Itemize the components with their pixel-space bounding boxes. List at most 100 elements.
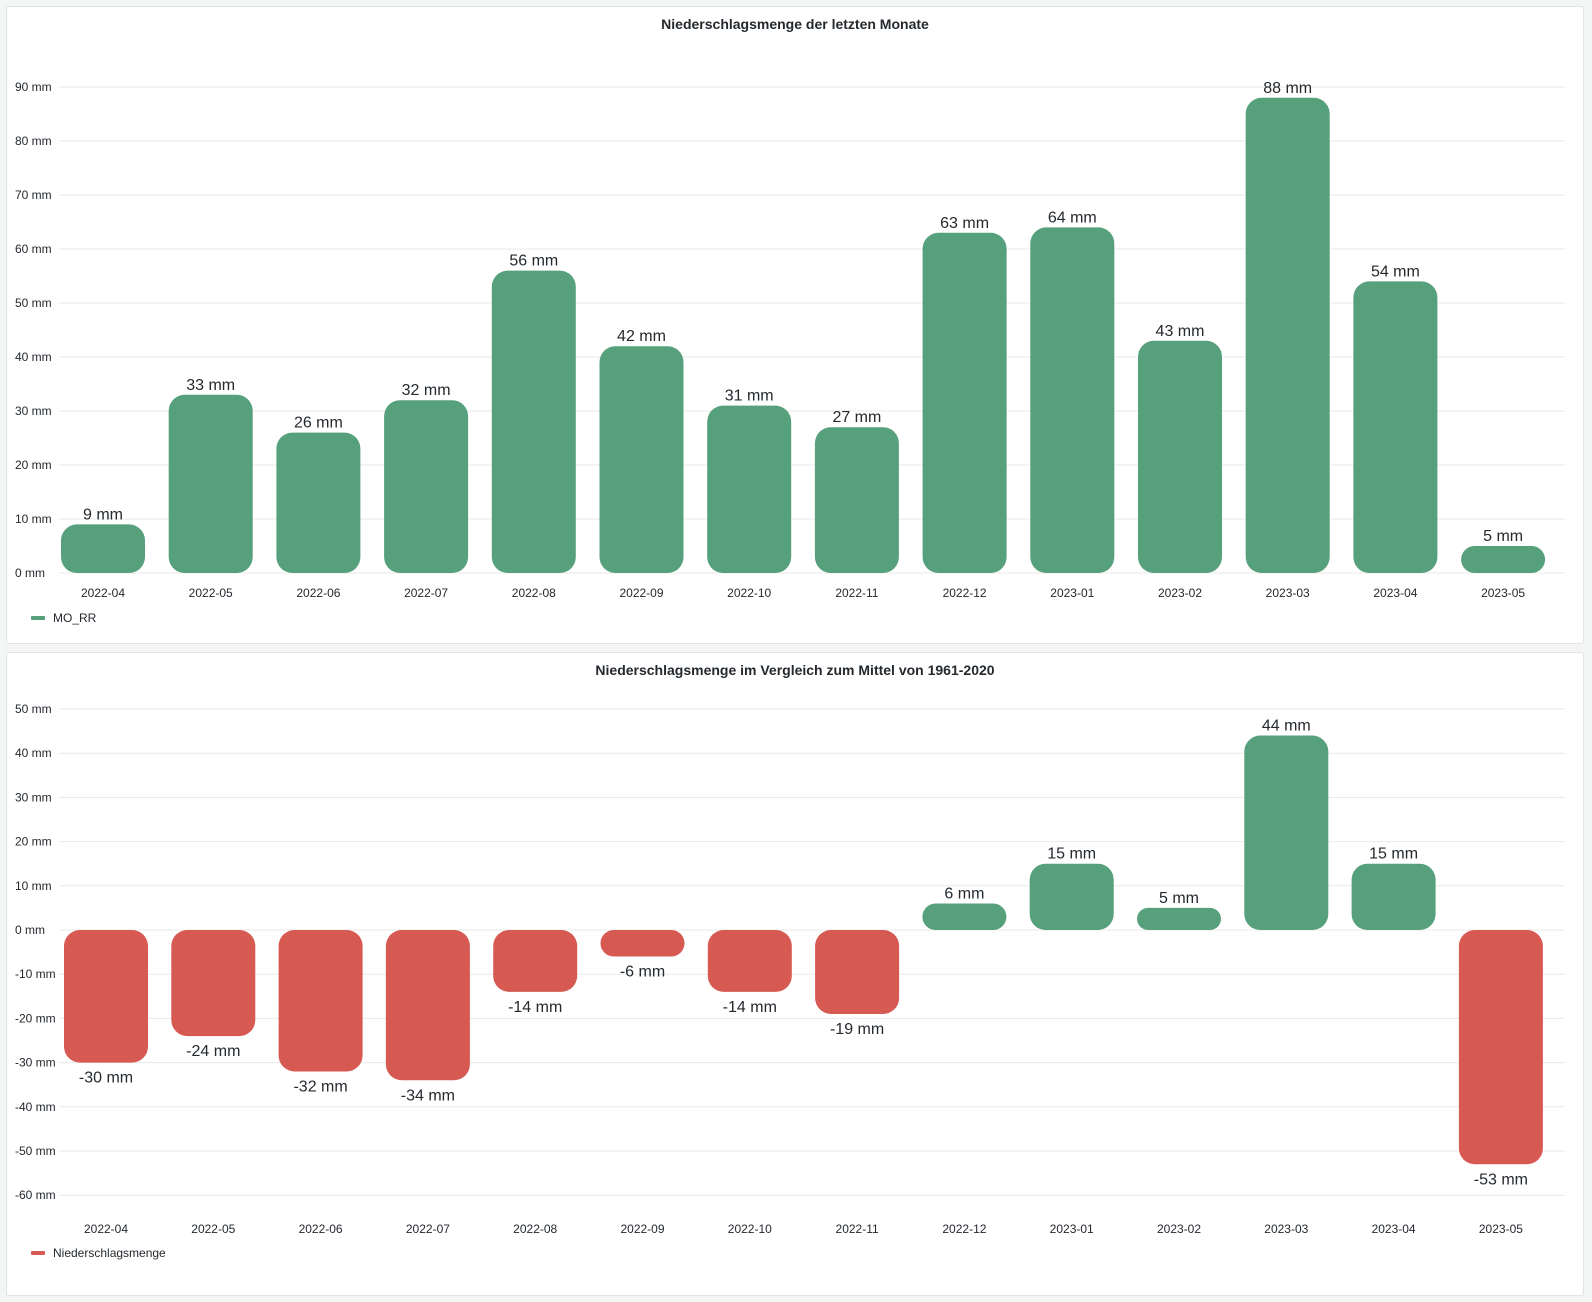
x-tick-label: 2023-04: [1373, 586, 1417, 600]
chart-legend[interactable]: MO_RR: [31, 611, 96, 625]
bar-2022-10[interactable]: [707, 405, 792, 573]
y-tick-label: -60 mm: [15, 1188, 56, 1202]
bar-2022-06[interactable]: [276, 432, 361, 573]
y-tick-label: -50 mm: [15, 1144, 56, 1158]
bar-2022-09[interactable]: [599, 346, 684, 573]
x-tick-label: 2022-10: [728, 1222, 772, 1236]
precipitation-anomaly-chart: 50 mm 40 mm 30 mm 20 mm 10 mm 0 mm -10 mm -20 m…: [15, 702, 1565, 1236]
bar-value-label: 63 mm: [940, 215, 989, 232]
x-tick-label: 2023-01: [1050, 586, 1094, 600]
chart-legend[interactable]: Niederschlagsmenge: [31, 1246, 166, 1260]
x-tick-label: 2022-08: [513, 1222, 557, 1236]
x-tick-label: 2023-05: [1481, 586, 1525, 600]
y-tick-label: 80 mm: [15, 134, 52, 148]
bar-value-label: -19 mm: [830, 1021, 884, 1038]
x-tick-label: 2022-05: [191, 1222, 235, 1236]
x-tick-label: 2023-02: [1157, 1222, 1201, 1236]
bar-2022-08[interactable]: [491, 270, 576, 573]
x-tick-label: 2023-03: [1266, 586, 1310, 600]
bar-2022-10[interactable]: [707, 930, 792, 992]
x-tick-label: 2023-04: [1372, 1222, 1416, 1236]
bar-value-label: 27 mm: [832, 409, 881, 426]
y-tick-label: 30 mm: [15, 790, 52, 804]
x-tick-label: 2023-02: [1158, 586, 1202, 600]
bar-value-label: 15 mm: [1047, 846, 1096, 863]
bar-2022-11[interactable]: [815, 930, 900, 1014]
bar-2022-06[interactable]: [278, 930, 363, 1072]
x-tick-label: 2022-04: [81, 586, 125, 600]
x-tick-label: 2022-04: [84, 1222, 128, 1236]
y-tick-label: 90 mm: [15, 80, 52, 94]
y-tick-label: 70 mm: [15, 188, 52, 202]
bar-value-label: -30 mm: [79, 1070, 133, 1087]
bar-2023-04[interactable]: [1353, 281, 1438, 573]
bar-2023-02[interactable]: [1137, 907, 1221, 930]
panel-title: Niederschlagsmenge der letzten Monate: [661, 16, 929, 32]
bar-value-label: 54 mm: [1371, 263, 1420, 280]
legend-label: Niederschlagsmenge: [53, 1246, 166, 1260]
bar-value-label: -24 mm: [186, 1043, 240, 1060]
y-tick-label: 20 mm: [15, 835, 52, 849]
bar-value-label: -6 mm: [620, 964, 665, 981]
bar-value-label: 32 mm: [402, 382, 451, 399]
bar-2022-05[interactable]: [168, 394, 253, 573]
x-tick-label: 2022-08: [512, 586, 556, 600]
legend-swatch: [31, 616, 45, 620]
y-tick-label: 30 mm: [15, 404, 52, 418]
bar-2022-04[interactable]: [61, 524, 145, 573]
bar-value-label: 15 mm: [1369, 846, 1418, 863]
y-tick-label: 50 mm: [15, 296, 52, 310]
bar-2022-08[interactable]: [493, 930, 578, 992]
bar-value-label: 44 mm: [1262, 718, 1311, 735]
x-tick-label: 2022-11: [835, 586, 878, 600]
legend-label: MO_RR: [53, 611, 97, 625]
bar-2023-02[interactable]: [1138, 340, 1222, 573]
bar-value-label: 5 mm: [1483, 528, 1523, 545]
legend-swatch: [31, 1251, 45, 1255]
bar-2023-03[interactable]: [1245, 97, 1330, 574]
bar-value-label: 88 mm: [1263, 80, 1312, 97]
x-tick-label: 2022-09: [619, 586, 663, 600]
bar-value-label: 33 mm: [186, 377, 235, 394]
bar-2022-09[interactable]: [600, 930, 685, 957]
bar-value-label: -32 mm: [293, 1078, 347, 1095]
bar-value-label: 43 mm: [1156, 323, 1205, 340]
bar-2023-01[interactable]: [1030, 227, 1115, 573]
x-tick-label: 2022-05: [189, 586, 233, 600]
bar-value-label: 5 mm: [1159, 890, 1199, 907]
x-tick-label: 2022-12: [942, 1222, 986, 1236]
bar-2022-07[interactable]: [384, 400, 469, 573]
x-tick-label: 2022-07: [406, 1222, 450, 1236]
bar-2023-01[interactable]: [1029, 863, 1114, 930]
bar-2022-05[interactable]: [171, 930, 256, 1037]
y-tick-label: 10 mm: [15, 879, 52, 893]
bar-2023-05[interactable]: [1458, 930, 1543, 1165]
x-tick-label: 2023-01: [1050, 1222, 1094, 1236]
y-tick-label: 10 mm: [15, 512, 52, 526]
monthly-precipitation-chart: 0 mm 10 mm 20 mm 30 mm 40 mm 50 mm 60 mm 70 mm 8…: [15, 80, 1565, 600]
x-tick-label: 2022-07: [404, 586, 448, 600]
bar-2023-03[interactable]: [1244, 735, 1329, 930]
precipitation-anomaly-panel: Niederschlagsmenge im Vergleich zum Mitt…: [6, 652, 1584, 1296]
y-tick-label: 60 mm: [15, 242, 52, 256]
y-tick-label: 0 mm: [15, 566, 45, 580]
bar-2022-07[interactable]: [385, 930, 470, 1081]
bar-2023-04[interactable]: [1351, 863, 1436, 930]
bar-value-label: -53 mm: [1474, 1171, 1528, 1188]
x-tick-label: 2022-06: [296, 586, 340, 600]
bar-2022-12[interactable]: [922, 903, 1007, 930]
bar-2023-05[interactable]: [1461, 546, 1546, 573]
x-tick-label: 2022-06: [299, 1222, 343, 1236]
y-tick-label: -20 mm: [15, 1011, 56, 1025]
bar-2022-04[interactable]: [64, 930, 148, 1063]
y-tick-label: 50 mm: [15, 702, 52, 716]
bar-2022-11[interactable]: [814, 427, 899, 573]
bar-value-label: 6 mm: [944, 885, 984, 902]
bar-value-label: -14 mm: [723, 999, 777, 1016]
bar-value-label: 31 mm: [725, 388, 774, 405]
bar-value-label: -34 mm: [401, 1087, 455, 1104]
panel-title: Niederschlagsmenge im Vergleich zum Mitt…: [595, 662, 995, 678]
y-tick-label: -10 mm: [15, 967, 56, 981]
bar-2022-12[interactable]: [922, 232, 1007, 574]
y-tick-label: 20 mm: [15, 458, 52, 472]
